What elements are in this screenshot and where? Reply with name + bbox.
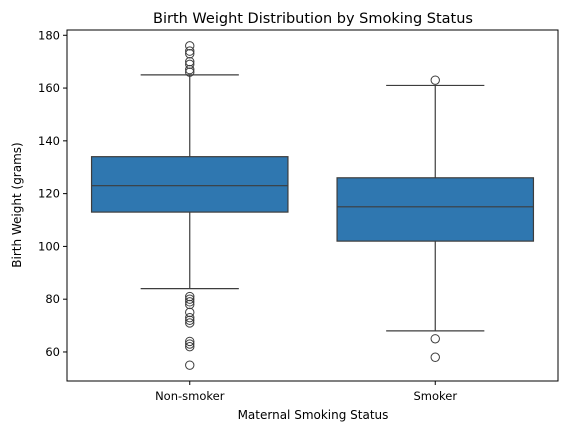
y-tick-label: 120 bbox=[38, 187, 60, 201]
y-tick-label: 140 bbox=[38, 134, 60, 148]
y-tick-label: 80 bbox=[45, 292, 60, 306]
outlier-point bbox=[430, 334, 440, 344]
outlier-point bbox=[185, 339, 195, 349]
outlier-point bbox=[185, 307, 195, 318]
outlier-point bbox=[185, 360, 195, 370]
iqr-box bbox=[336, 177, 535, 242]
box-group-smoker bbox=[336, 75, 535, 362]
outlier-point bbox=[185, 297, 195, 307]
y-axis-label: Birth Weight (grams) bbox=[10, 142, 24, 267]
outlier-point bbox=[185, 341, 195, 352]
box-group-non-smoker bbox=[90, 41, 289, 370]
outlier-point bbox=[185, 336, 195, 347]
y-axis-ticks: 60 80 100 120 140 160 180 bbox=[38, 28, 67, 359]
outlier-point bbox=[185, 41, 195, 51]
outlier-point bbox=[185, 318, 195, 328]
x-axis-ticks: Non-smoker Smoker bbox=[155, 381, 457, 403]
outlier-point bbox=[185, 291, 195, 302]
plot-area: 60 80 100 120 140 160 180 Non-smoker Smoker bbox=[38, 28, 559, 403]
iqr-box bbox=[90, 156, 289, 213]
y-tick-label: 180 bbox=[38, 28, 60, 42]
y-tick-label: 60 bbox=[45, 345, 60, 359]
chart-title: Birth Weight Distribution by Smoking Sta… bbox=[153, 11, 473, 27]
outlier-point bbox=[430, 75, 440, 85]
y-tick-label: 100 bbox=[38, 239, 60, 253]
outlier-point bbox=[185, 46, 195, 56]
outlier-point bbox=[185, 312, 195, 323]
plot-frame bbox=[66, 29, 559, 382]
box-series bbox=[90, 41, 535, 370]
x-tick-label: Smoker bbox=[413, 389, 457, 403]
outlier-point bbox=[185, 294, 195, 304]
outlier-point bbox=[185, 59, 195, 70]
outlier-point bbox=[430, 352, 440, 362]
y-tick-label: 160 bbox=[38, 81, 60, 95]
x-axis-label: Maternal Smoking Status bbox=[238, 408, 389, 422]
x-tick-label: Non-smoker bbox=[155, 389, 225, 403]
